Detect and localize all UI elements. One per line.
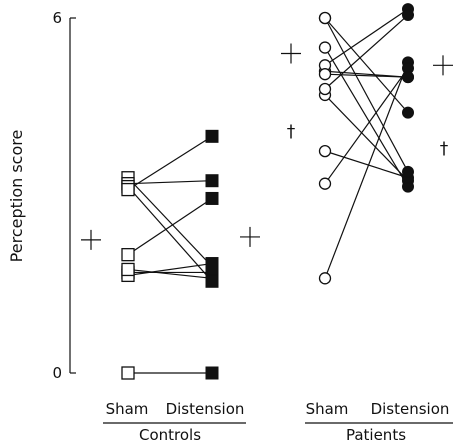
patients-sham-label: Sham bbox=[306, 400, 349, 418]
controls-distension-point bbox=[205, 129, 219, 143]
controls-sham-point bbox=[121, 182, 135, 197]
patients-pair-line bbox=[324, 8, 409, 66]
patients-sham-point bbox=[318, 11, 332, 25]
controls-sham-point bbox=[121, 366, 135, 380]
patients-sham-point bbox=[318, 144, 332, 158]
controls-pair-line bbox=[127, 186, 213, 282]
controls-sham-point bbox=[121, 248, 135, 262]
controls-distension-point bbox=[205, 191, 219, 205]
controls-pair-line bbox=[127, 177, 213, 267]
patients-distension-point bbox=[402, 165, 414, 178]
patients-distension-point bbox=[402, 71, 414, 84]
patients-pair-line bbox=[324, 67, 409, 185]
controls-distension-point bbox=[205, 274, 219, 288]
patients-sham-point bbox=[318, 82, 332, 96]
patients-distension-label: Distension bbox=[371, 400, 450, 418]
controls-distension-point bbox=[205, 366, 219, 380]
patients-sham-point bbox=[318, 272, 332, 285]
patients-sham-point bbox=[318, 68, 332, 81]
y-axis-title: Perception score bbox=[7, 130, 26, 263]
patients-pair-line bbox=[324, 94, 409, 182]
x-axis-labels: Sham Distension Controls Sham Distension… bbox=[103, 400, 453, 444]
patients-pair-line bbox=[324, 17, 409, 114]
y-tick-label-min: 0 bbox=[52, 364, 62, 382]
patients-distension-point bbox=[402, 106, 414, 119]
patients-sham-point bbox=[318, 177, 332, 190]
controls-pair-line bbox=[127, 135, 213, 191]
patients-pair-line bbox=[324, 47, 409, 187]
controls-pair-line bbox=[127, 197, 213, 256]
patients-left-dagger: † bbox=[287, 122, 296, 142]
patients-pair-line bbox=[324, 14, 409, 90]
plot-area bbox=[81, 3, 453, 380]
patients-distension-point bbox=[402, 9, 414, 22]
controls-sham-point bbox=[121, 262, 135, 277]
controls-group-label: Controls bbox=[139, 426, 201, 444]
controls-distension-label: Distension bbox=[166, 400, 245, 418]
patients-sham-point bbox=[318, 41, 332, 54]
y-tick-label-max: 6 bbox=[52, 9, 62, 27]
controls-distension-point bbox=[205, 260, 219, 273]
patients-right-dagger: † bbox=[440, 139, 449, 159]
patients-group-label: Patients bbox=[346, 426, 406, 444]
patients-pair-line bbox=[324, 73, 409, 78]
patients-pair-line bbox=[324, 62, 409, 279]
controls-sham-label: Sham bbox=[106, 400, 149, 418]
controls-distension-point bbox=[205, 174, 219, 188]
patients-pair-line bbox=[324, 150, 409, 179]
y-axis: 6 0 Perception score bbox=[7, 9, 76, 382]
patients-pair-line bbox=[324, 17, 409, 173]
controls-pair-line bbox=[127, 180, 213, 185]
controls-pair-line bbox=[127, 268, 213, 279]
